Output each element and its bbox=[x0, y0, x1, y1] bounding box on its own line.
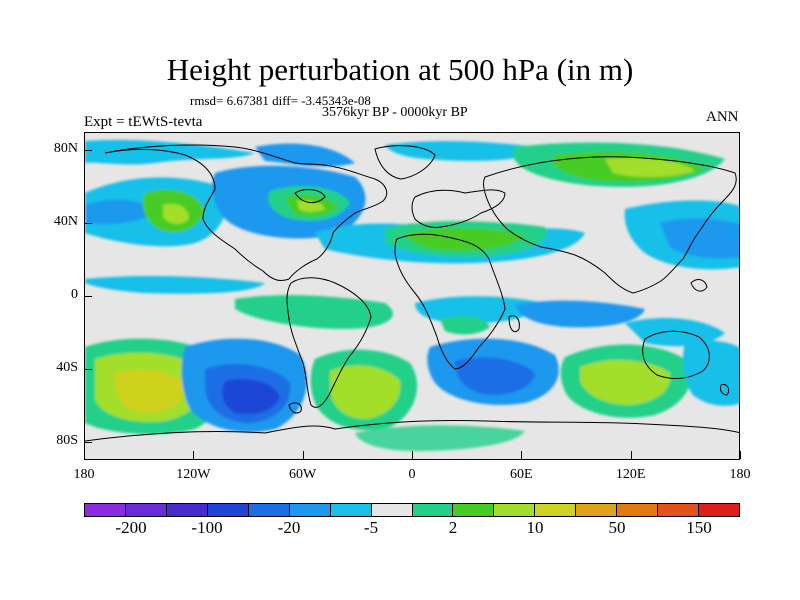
lat-tick-label: 40S bbox=[56, 359, 78, 375]
colorbar-swatch bbox=[699, 504, 739, 516]
field-patch bbox=[85, 139, 255, 165]
field-patch bbox=[660, 218, 739, 259]
field-patch bbox=[235, 295, 393, 329]
colorbar-swatch bbox=[371, 504, 413, 516]
coastline bbox=[286, 277, 372, 408]
lat-tick-label: 0 bbox=[71, 287, 78, 302]
field-patch bbox=[625, 318, 725, 347]
field-patch bbox=[163, 203, 189, 225]
coastline bbox=[720, 384, 730, 396]
field-patch bbox=[85, 199, 155, 224]
field-patch bbox=[515, 300, 645, 328]
coastline bbox=[508, 315, 520, 333]
lon-tick bbox=[630, 451, 632, 459]
colorbar-swatch bbox=[576, 504, 618, 516]
field-patch bbox=[415, 296, 545, 324]
coastline bbox=[104, 144, 388, 282]
field-patch bbox=[114, 369, 185, 413]
colorbar-swatch bbox=[658, 504, 700, 516]
coastline bbox=[642, 330, 710, 379]
colorbar-label: -5 bbox=[363, 518, 379, 537]
lon-tick-label: 0 bbox=[408, 467, 416, 482]
field-patch bbox=[297, 200, 325, 212]
colorbar-swatch bbox=[125, 504, 167, 516]
field-patch bbox=[683, 340, 739, 406]
lat-tick bbox=[84, 296, 92, 297]
field-patch bbox=[85, 276, 265, 294]
colorbar-label: 150 bbox=[686, 518, 712, 537]
figure-title: Height perturbation at 500 hPa (in m) bbox=[166, 52, 634, 87]
colorbar-label: -200 bbox=[115, 518, 147, 537]
lat-tick bbox=[84, 368, 92, 370]
season-label: ANN bbox=[706, 109, 739, 125]
colorbar-swatch bbox=[330, 504, 372, 516]
map-plot bbox=[84, 132, 740, 460]
stats-text: rmsd= 6.67381 diff= -3.45343e-08 bbox=[190, 93, 371, 108]
colorbar-swatch bbox=[166, 504, 208, 516]
experiment-label: Expt = tEWtS-tevta bbox=[84, 114, 203, 130]
field-patch bbox=[385, 141, 555, 161]
coastline bbox=[85, 419, 739, 442]
lon-tick bbox=[521, 451, 523, 459]
lon-tick bbox=[302, 451, 304, 459]
lon-tick bbox=[412, 451, 413, 459]
lon-tick-label: 180 bbox=[729, 467, 751, 482]
colorbar-label: 50 bbox=[608, 518, 626, 537]
colorbar-swatch bbox=[494, 504, 536, 516]
colorbar-swatch bbox=[535, 504, 577, 516]
lon-tick bbox=[193, 451, 195, 459]
colorbar-swatch bbox=[85, 504, 126, 516]
colorbar-swatch bbox=[248, 504, 290, 516]
lon-tick-label: 60W bbox=[289, 467, 317, 482]
contour-map bbox=[85, 139, 739, 451]
lat-tick-label: 40N bbox=[53, 214, 78, 230]
colorbar-swatch bbox=[412, 504, 454, 516]
coastline bbox=[294, 189, 326, 203]
colorbar-swatch bbox=[453, 504, 495, 516]
colorbar-label: 2 bbox=[448, 518, 458, 537]
period-text: 3576kyr BP - 0000kyr BP bbox=[322, 105, 468, 120]
colorbar-label: -20 bbox=[277, 518, 301, 537]
field-patch bbox=[330, 365, 401, 419]
coastline bbox=[411, 189, 506, 228]
lon-tick bbox=[740, 451, 741, 459]
coastline bbox=[690, 279, 708, 292]
colorbar bbox=[84, 503, 740, 517]
colorbar-swatch bbox=[289, 504, 331, 516]
lat-tick bbox=[84, 150, 92, 152]
colorbar-swatch bbox=[207, 504, 249, 516]
coastline bbox=[288, 402, 302, 414]
lon-tick bbox=[84, 451, 85, 459]
lon-tick-label: 120W bbox=[176, 467, 211, 482]
field-patch bbox=[580, 359, 671, 405]
lon-tick-label: 120E bbox=[615, 467, 646, 482]
field-patch bbox=[455, 357, 535, 395]
field-patch bbox=[222, 378, 280, 415]
lat-tick-label: 80S bbox=[56, 432, 78, 448]
field-patch bbox=[605, 157, 695, 178]
coastline bbox=[374, 145, 436, 180]
lon-tick-label: 60E bbox=[510, 467, 533, 482]
lat-tick-label: 80N bbox=[53, 141, 78, 157]
field-patch bbox=[355, 425, 525, 451]
coastline bbox=[483, 156, 737, 294]
lat-tick bbox=[84, 223, 92, 225]
field-patch bbox=[255, 143, 355, 167]
colorbar-label: 10 bbox=[526, 518, 544, 537]
colorbar-label: -100 bbox=[191, 518, 223, 537]
lat-tick bbox=[84, 441, 92, 443]
field-patch bbox=[440, 316, 490, 335]
lon-tick-label: 180 bbox=[73, 467, 95, 482]
field-patch bbox=[405, 227, 525, 251]
coastline bbox=[394, 233, 506, 370]
colorbar-swatch bbox=[617, 504, 659, 516]
